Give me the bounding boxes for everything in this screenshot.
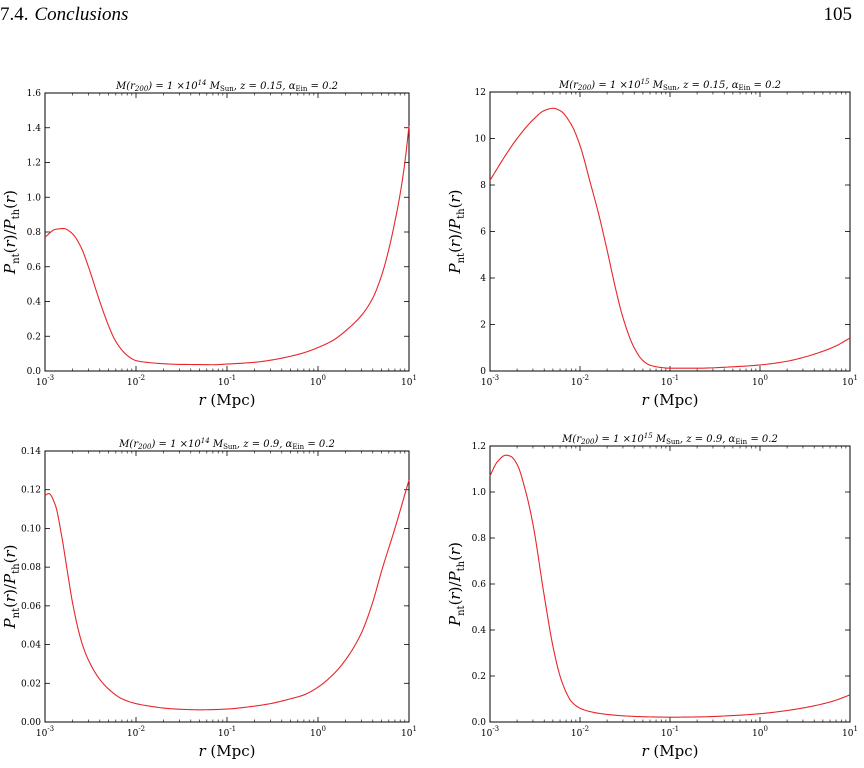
y-tick-label: 10 — [475, 135, 487, 145]
plot-frame — [489, 445, 851, 723]
page-number: 105 — [823, 4, 853, 25]
x-tick-label: 10-2 — [571, 374, 589, 388]
y-axis-label: Pnt(r)/Pth(r) — [446, 542, 467, 627]
chart-title: M(r200) = 1 ×1014 MSun, z = 0.15, αEin =… — [115, 79, 338, 93]
y-tick-label: 0.2 — [472, 672, 486, 682]
x-tick-label: 10-1 — [218, 374, 236, 388]
y-tick-label: 1.6 — [27, 89, 42, 99]
y-tick-label: 0.02 — [21, 679, 41, 689]
x-axis-label: r (Mpc) — [198, 742, 255, 760]
y-tick-label: 0.06 — [21, 602, 41, 612]
y-tick-label: 0.4 — [27, 298, 42, 308]
x-tick-label: 10-1 — [218, 725, 236, 739]
y-tick-label: 0.10 — [21, 524, 41, 534]
series-line-1 — [489, 107, 851, 369]
x-tick-label: 101 — [401, 374, 417, 388]
chart-title: M(r200) = 1 ×1015 MSun, z = 0.9, αEin = … — [561, 432, 778, 446]
x-axis-label: r (Mpc) — [641, 742, 698, 760]
x-tick-label: 101 — [842, 725, 858, 739]
y-tick-label: 1.4 — [27, 124, 42, 134]
x-tick-label: 10-3 — [36, 374, 54, 388]
y-tick-label: 0.6 — [472, 580, 487, 590]
y-tick-label: 4 — [480, 274, 486, 284]
running-head: 7.4. Conclusions — [0, 4, 128, 26]
x-tick-label: 10-3 — [481, 374, 499, 388]
x-tick-label: 100 — [752, 725, 768, 739]
y-tick-label: 0.00 — [21, 718, 41, 728]
chart-panel-1: M(r200) = 1 ×1014 MSun, z = 0.15, αEin =… — [1, 79, 417, 409]
y-tick-label: 1.0 — [27, 193, 42, 203]
x-tick-label: 101 — [401, 725, 417, 739]
y-tick-label: 1.2 — [27, 159, 41, 169]
x-tick-label: 10-3 — [481, 725, 499, 739]
y-tick-label: 0 — [480, 367, 486, 377]
x-tick-label: 10-1 — [661, 374, 679, 388]
x-tick-label: 10-2 — [571, 725, 589, 739]
chart-panel-2: M(r200) = 1 ×1015 MSun, z = 0.15, αEin =… — [446, 78, 858, 409]
x-tick-label: 10-2 — [127, 374, 145, 388]
section-title: Conclusions — [34, 4, 129, 25]
y-tick-label: 0.8 — [27, 228, 42, 238]
y-tick-label: 0.2 — [27, 332, 41, 342]
x-tick-label: 100 — [310, 374, 326, 388]
chart-panel-4: M(r200) = 1 ×1015 MSun, z = 0.9, αEin = … — [446, 432, 858, 760]
y-tick-label: 6 — [480, 228, 486, 238]
x-tick-label: 101 — [842, 374, 858, 388]
y-tick-label: 1.0 — [472, 488, 487, 498]
plot-frame — [489, 91, 851, 372]
y-tick-label: 12 — [475, 88, 486, 98]
y-axis-label: Pnt(r)/Pth(r) — [446, 190, 467, 275]
x-axis-label: r (Mpc) — [198, 391, 255, 409]
y-tick-label: 8 — [480, 181, 486, 191]
x-tick-label: 100 — [310, 725, 326, 739]
x-tick-label: 10-3 — [36, 725, 54, 739]
y-tick-label: 0.08 — [21, 563, 41, 573]
series-line-1 — [44, 479, 410, 711]
y-tick-label: 0.0 — [472, 718, 487, 728]
y-tick-label: 1.2 — [472, 442, 486, 452]
x-tick-label: 100 — [752, 374, 768, 388]
x-tick-label: 10-2 — [127, 725, 145, 739]
plot-frame — [44, 92, 410, 372]
y-tick-label: 0.8 — [472, 534, 487, 544]
y-tick-label: 0.4 — [472, 626, 487, 636]
chart-title: M(r200) = 1 ×1015 MSun, z = 0.15, αEin =… — [558, 78, 781, 92]
y-axis-label: Pnt(r)/Pth(r) — [1, 545, 22, 630]
chart-panel-3: M(r200) = 1 ×1014 MSun, z = 0.9, αEin = … — [1, 437, 417, 760]
y-tick-label: 0.04 — [21, 641, 41, 651]
y-axis-label: Pnt(r)/Pth(r) — [1, 190, 22, 275]
y-tick-label: 0.12 — [21, 486, 41, 496]
series-line-1 — [489, 454, 851, 718]
y-tick-label: 0.6 — [27, 263, 42, 273]
plot-frame — [44, 450, 410, 723]
section-number: 7.4. — [0, 4, 29, 25]
series-line-1 — [44, 125, 410, 366]
y-tick-label: 0.0 — [27, 367, 42, 377]
y-tick-label: 2 — [480, 321, 486, 331]
x-tick-label: 10-1 — [661, 725, 679, 739]
y-tick-label: 0.14 — [21, 447, 41, 457]
chart-title: M(r200) = 1 ×1014 MSun, z = 0.9, αEin = … — [118, 437, 335, 451]
x-axis-label: r (Mpc) — [641, 391, 698, 409]
